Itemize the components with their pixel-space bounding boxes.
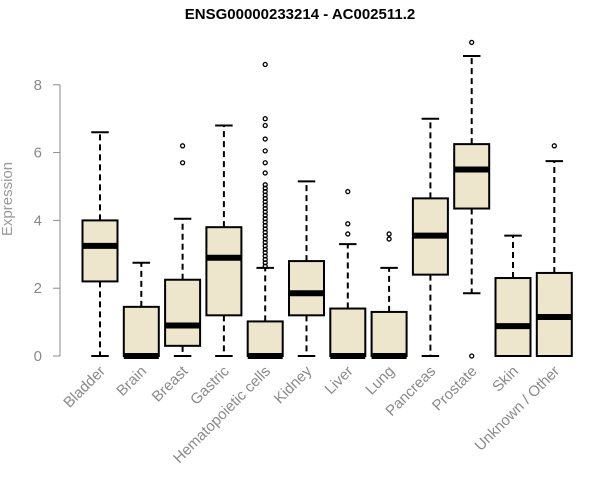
box-kidney [288, 180, 325, 357]
box-rect [370, 310, 408, 357]
x-tick-label: Breast [149, 362, 192, 405]
box-rect [122, 305, 160, 357]
box-rect [205, 226, 243, 317]
outlier-point [262, 122, 268, 129]
outlier-point [469, 39, 475, 46]
y-tick-label: 6 [34, 145, 42, 162]
y-tick-label: 2 [34, 280, 42, 297]
outlier-point [262, 116, 268, 122]
box-liver [329, 188, 367, 359]
y-tick-label: 4 [34, 212, 42, 229]
y-axis: 0 2 4 6 8 [34, 77, 61, 365]
box-pancreas [411, 117, 449, 357]
outlier-point [386, 231, 392, 237]
x-tick-label: Skin [489, 363, 522, 396]
outlier-point [551, 143, 557, 149]
box-brain [122, 261, 160, 359]
outlier-point [179, 160, 186, 166]
box-rect [453, 143, 491, 210]
y-axis-title: Expression [0, 162, 16, 236]
box-breast [164, 143, 202, 357]
x-tick-label: Brain [113, 363, 150, 400]
outlier-point [345, 188, 351, 195]
box-lung [370, 231, 408, 359]
outlier-point [345, 221, 351, 227]
y-tick-label: 8 [34, 77, 42, 94]
x-tick-label: Lung [362, 363, 398, 399]
x-tick-label: Bladder [60, 363, 109, 412]
boxes [81, 39, 573, 359]
box-gastric [205, 124, 243, 357]
chart-title: ENSG00000233214 - AC002511.2 [184, 6, 416, 23]
box-hematopoietic-cells [246, 61, 284, 359]
box-unknown-other [535, 143, 573, 358]
box-rect [288, 260, 325, 317]
x-tick-label: Kidney [271, 362, 316, 407]
box-rect [494, 277, 532, 357]
box-skin [494, 234, 532, 357]
outlier-point [262, 61, 268, 68]
box-bladder [81, 131, 119, 357]
outlier-point [179, 143, 186, 149]
outlier-point [386, 236, 392, 242]
outlier-point [262, 170, 268, 176]
outlier-point [262, 160, 268, 166]
outlier-point [345, 231, 351, 237]
box-rect [329, 307, 367, 358]
box-rect [81, 219, 119, 283]
box-rect [246, 320, 284, 357]
y-tick-label: 0 [34, 348, 42, 365]
outlier-point [469, 353, 475, 359]
box-prostate [453, 39, 491, 359]
outlier-point [262, 182, 268, 188]
x-tick-label: Liver [322, 363, 357, 398]
outlier-point [262, 148, 268, 154]
box-rect [164, 278, 202, 347]
outlier-point [262, 136, 268, 142]
x-tick-label: Prostate [429, 363, 481, 415]
